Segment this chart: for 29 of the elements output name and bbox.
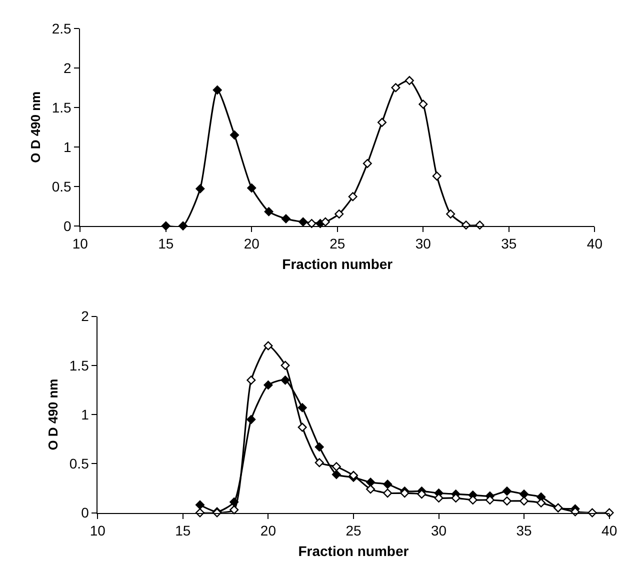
y-tick-label: 0 [81,504,90,521]
x-tick-label: 40 [586,236,603,252]
x-tick-label: 40 [602,522,618,539]
x-tick-label: 20 [244,236,260,252]
y-tick-label: 2 [64,60,72,76]
y-tick-label: 0 [64,218,72,234]
y-axis-title: O D 490 nm [45,378,60,450]
y-tick-label: 1.5 [69,357,90,374]
y-tick-label: 1 [81,406,90,422]
x-tick-label: 15 [158,236,174,252]
y-tick-label: 2.5 [52,20,72,36]
x-tick-label: 10 [90,522,106,539]
x-tick-label: 25 [330,236,346,252]
x-axis-title: Fraction number [298,542,410,559]
x-tick-label: 20 [260,522,276,539]
x-tick-label: 30 [415,236,432,252]
y-tick-label: 0.5 [52,178,72,194]
y-tick-label: 1 [64,138,72,155]
y-tick-label: 2 [81,308,90,324]
x-tick-label: 35 [501,236,517,252]
x-tick-label: 10 [72,236,88,252]
y-axis-title: O D 490 nm [28,91,43,163]
x-tick-label: 35 [516,522,532,539]
x-tick-label: 15 [175,522,191,539]
x-tick-label: 30 [430,522,447,539]
y-tick-label: 0.5 [69,456,90,472]
x-axis-title: Fraction number [282,256,394,272]
x-tick-label: 25 [346,522,362,539]
y-tick-label: 1.5 [52,99,72,116]
